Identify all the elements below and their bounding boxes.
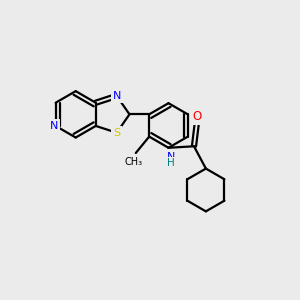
Text: N: N bbox=[50, 121, 58, 131]
Text: H: H bbox=[167, 158, 175, 168]
Text: S: S bbox=[113, 128, 120, 138]
Text: CH₃: CH₃ bbox=[125, 157, 143, 166]
Text: N: N bbox=[112, 91, 121, 101]
Text: O: O bbox=[192, 110, 202, 123]
Text: N: N bbox=[167, 152, 175, 162]
